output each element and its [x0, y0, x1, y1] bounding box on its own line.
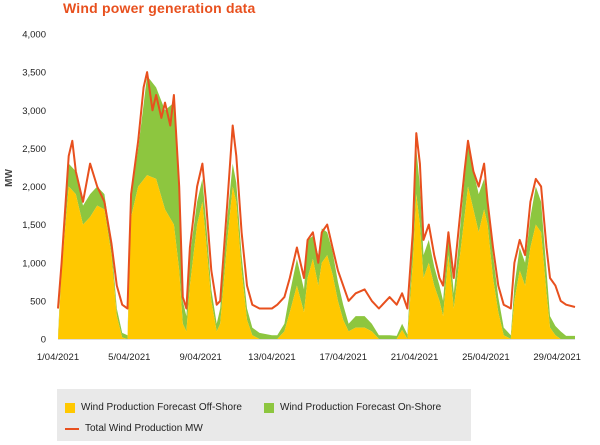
x-tick-label: 9/04/2021 — [179, 352, 221, 363]
legend-item-onshore: Wind Production Forecast On-Shore — [264, 402, 441, 413]
x-tick-label: 25/04/2021 — [462, 352, 510, 363]
y-tick-label: 3,500 — [22, 68, 46, 79]
series-total-line — [57, 71, 576, 310]
x-axis: 1/04/2021 5/04/2021 9/04/2021 13/04/2021 17/… — [37, 338, 581, 363]
series-onshore-area — [58, 75, 575, 340]
x-tick-label: 29/04/2021 — [533, 352, 581, 363]
y-tick-label: 500 — [30, 296, 46, 307]
y-axis-label: MW — [4, 169, 15, 187]
y-tick-label: 4,000 — [22, 30, 46, 41]
legend-item-total: Total Wind Production MW — [65, 423, 203, 434]
legend-label-onshore: Wind Production Forecast On-Shore — [280, 402, 442, 413]
y-tick-label: 2,500 — [22, 144, 46, 155]
y-tick-label: 0 — [41, 335, 46, 346]
x-tick-label: 21/04/2021 — [391, 352, 439, 363]
legend-swatch-total — [65, 427, 79, 430]
legend-label-offshore: Wind Production Forecast Off-Shore — [81, 402, 242, 413]
x-tick-label: 5/04/2021 — [108, 352, 150, 363]
legend-swatch-onshore — [264, 402, 274, 413]
legend-label-total: Total Wind Production MW — [85, 423, 203, 434]
y-tick-label: 1,500 — [22, 220, 46, 231]
series-layer — [57, 71, 576, 340]
x-tick-label: 17/04/2021 — [319, 352, 367, 363]
x-tick-label: 1/04/2021 — [37, 352, 79, 363]
y-tick-label: 1,000 — [22, 258, 46, 269]
chart-title: Wind power generation data — [63, 0, 256, 16]
y-tick-label: 3,000 — [22, 106, 46, 117]
series-offshore-area — [58, 175, 575, 339]
legend-swatch-offshore — [65, 402, 75, 413]
legend: Wind Production Forecast Off-Shore Wind … — [57, 389, 471, 441]
legend-item-offshore: Wind Production Forecast Off-Shore — [65, 402, 242, 413]
x-tick-label: 13/04/2021 — [248, 352, 296, 363]
y-tick-label: 2,000 — [22, 182, 46, 193]
y-axis: 0 500 1,000 1,500 2,000 2,500 3,000 3,500 4,000 — [22, 30, 46, 346]
